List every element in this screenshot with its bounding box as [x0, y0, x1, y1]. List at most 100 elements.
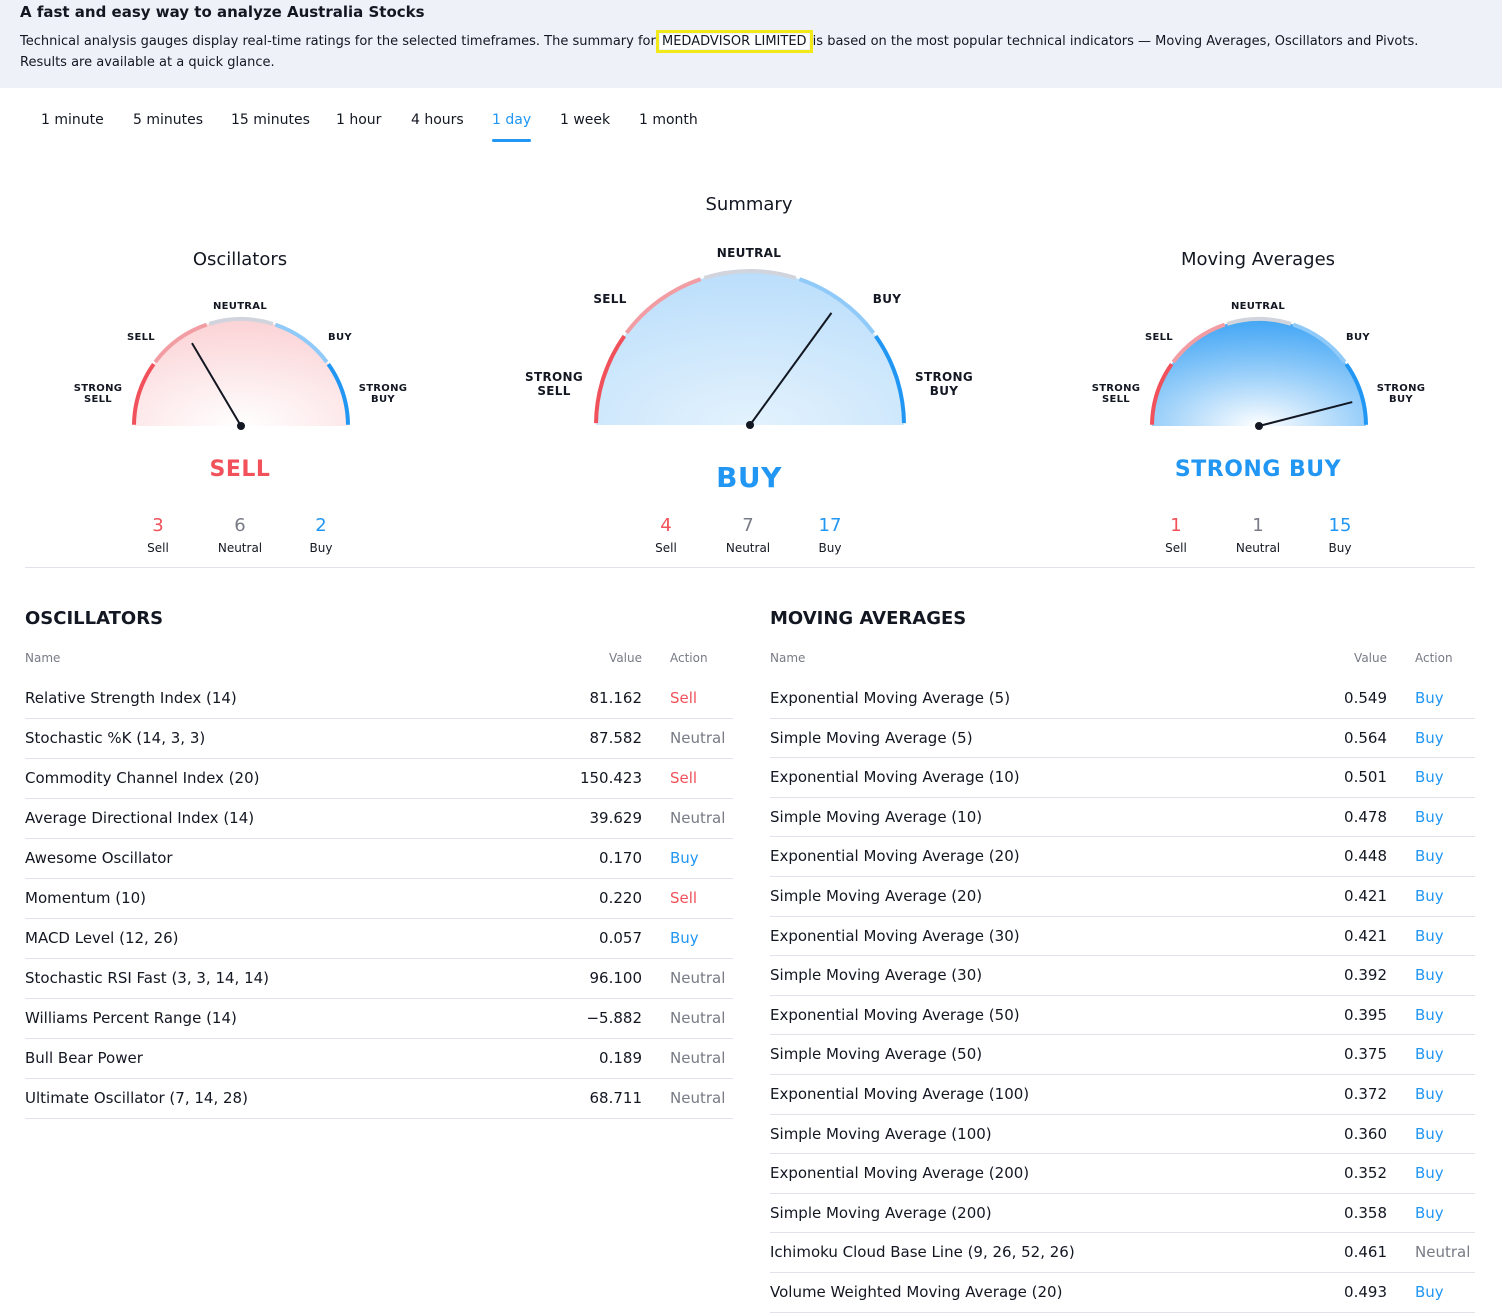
osc-header-name: Name [25, 651, 61, 665]
indicator-action: Sell [670, 689, 698, 707]
indicator-action: Neutral [670, 729, 726, 747]
moving-averages-needle-pivot [1255, 422, 1263, 430]
table-row: Simple Moving Average (30) 0.392 Buy [770, 956, 1475, 996]
tab-15-minutes[interactable]: 15 minutes [231, 112, 310, 128]
moving-averages-buy-count: 15 [1328, 515, 1352, 536]
table-row: Exponential Moving Average (10) 0.501 Buy [770, 758, 1475, 798]
table-row: Bull Bear Power 0.189 Neutral [25, 1039, 733, 1079]
indicator-action: Buy [1415, 1084, 1444, 1103]
summary-label-strong-buy: STRONG BUY [915, 370, 973, 398]
indicator-value: 0.549 [1344, 689, 1387, 707]
oscillators-arc-neutral [208, 317, 274, 326]
tab-4-hours[interactable]: 4 hours [411, 112, 464, 128]
moving-averages-table-title: MOVING AVERAGES [770, 608, 967, 629]
indicator-value: 0.375 [1344, 1045, 1387, 1064]
indicator-value: 0.220 [599, 889, 642, 907]
indicator-action: Buy [670, 849, 699, 867]
ma-label-sell: SELL [1145, 332, 1173, 343]
indicator-value: 0.392 [1344, 966, 1387, 985]
table-row: Exponential Moving Average (200) 0.352 Buy [770, 1154, 1475, 1194]
tab-1-minute[interactable]: 1 minute [41, 112, 104, 128]
banner-description: Technical analysis gauges display real-t… [20, 30, 1460, 73]
table-row: Commodity Channel Index (20) 150.423 Sell [25, 759, 733, 799]
indicator-value: 0.421 [1344, 886, 1387, 905]
moving-averages-neutral-count: 1 [1252, 515, 1264, 536]
indicator-value: 0.448 [1344, 847, 1387, 866]
table-row: Simple Moving Average (50) 0.375 Buy [770, 1035, 1475, 1075]
indicator-value: 0.395 [1344, 1005, 1387, 1024]
indicator-action: Buy [1415, 689, 1444, 707]
oscillators-neutral-count: 6 [234, 515, 246, 536]
oscillators-gauge-title: Oscillators [192, 249, 288, 270]
table-row: Simple Moving Average (100) 0.360 Buy [770, 1115, 1475, 1155]
summary-arc-neutral [703, 269, 797, 280]
table-row: Relative Strength Index (14) 81.162 Sell [25, 679, 733, 719]
indicator-action: Buy [1415, 1164, 1444, 1183]
ma-header-action: Action [1415, 651, 1453, 665]
indicator-value: 0.360 [1344, 1124, 1387, 1143]
indicator-name: Volume Weighted Moving Average (20) [770, 1282, 1063, 1301]
tab-5-minutes[interactable]: 5 minutes [133, 112, 204, 128]
indicator-name: Ultimate Oscillator (7, 14, 28) [25, 1089, 248, 1107]
oscillators-arc-buy [274, 322, 329, 364]
indicator-name: Exponential Moving Average (10) [770, 768, 1020, 787]
moving-averages-neutral-label: Neutral [1235, 541, 1281, 555]
indicator-action: Buy [1415, 966, 1444, 985]
tab-1-hour[interactable]: 1 hour [336, 112, 382, 128]
moving-averages-arc-buy [1292, 322, 1347, 364]
tab-1-day[interactable]: 1 day [492, 112, 532, 144]
indicator-name: Average Directional Index (14) [25, 809, 255, 827]
tab-1-week[interactable]: 1 week [560, 112, 611, 128]
osc-label-strong-sell: STRONG SELL [73, 383, 123, 405]
table-row: Momentum (10) 0.220 Sell [25, 879, 733, 919]
table-row: Stochastic %K (14, 3, 3) 87.582 Neutral [25, 719, 733, 759]
indicator-action: Buy [1415, 847, 1444, 866]
summary-needle [749, 312, 833, 426]
summary-buy-label: Buy [818, 541, 842, 555]
oscillators-neutral-label: Neutral [217, 541, 263, 555]
indicator-name: Simple Moving Average (100) [770, 1124, 992, 1143]
oscillators-needle-pivot [237, 422, 245, 430]
moving-averages-gauge-fill [1152, 319, 1366, 426]
moving-averages-needle [1258, 401, 1353, 427]
ma-label-buy: BUY [1346, 332, 1370, 343]
summary-gauge-fill [596, 271, 904, 425]
indicator-value: 150.423 [579, 769, 642, 787]
indicator-name: Exponential Moving Average (20) [770, 847, 1020, 866]
indicator-action: Buy [1415, 768, 1444, 787]
tab-1-month[interactable]: 1 month [639, 112, 698, 128]
osc-label-neutral: NEUTRAL [212, 301, 268, 312]
table-row: Ichimoku Cloud Base Line (9, 26, 52, 26)… [770, 1233, 1475, 1273]
table-row: Stochastic RSI Fast (3, 3, 14, 14) 96.100… [25, 959, 733, 999]
oscillators-gauge-dial [132, 317, 350, 430]
table-row: Simple Moving Average (5) 0.564 Buy [770, 719, 1475, 759]
summary-label-strong-sell: STRONG SELL [525, 370, 583, 398]
indicator-value: 68.711 [589, 1089, 643, 1107]
indicator-action: Neutral [670, 1009, 726, 1027]
osc-header-value: Value [609, 651, 642, 665]
indicator-action: Buy [1415, 886, 1444, 905]
indicator-name: Exponential Moving Average (200) [770, 1164, 1030, 1183]
indicator-value: 0.501 [1344, 768, 1387, 787]
summary-label-sell: SELL [593, 292, 627, 306]
indicator-name: Exponential Moving Average (100) [770, 1084, 1030, 1103]
moving-averages-verdict: STRONG BUY [1174, 457, 1342, 482]
summary-neutral-label: Neutral [725, 541, 771, 555]
summary-label-buy: BUY [872, 292, 902, 306]
ma-header-name: Name [770, 651, 806, 665]
osc-label-buy: BUY [328, 332, 352, 343]
summary-arc-sell [624, 277, 702, 335]
table-row: Williams Percent Range (14) −5.882 Neutral [25, 999, 733, 1039]
oscillators-table: Relative Strength Index (14) 81.162 Sell St… [25, 679, 733, 1119]
oscillators-sell-label: Sell [147, 541, 169, 555]
indicator-value: 0.189 [599, 1049, 642, 1067]
summary-label-neutral: NEUTRAL [716, 246, 782, 260]
indicator-name: Stochastic RSI Fast (3, 3, 14, 14) [25, 969, 270, 987]
oscillators-gauge-fill [134, 319, 348, 426]
indicator-name: Simple Moving Average (30) [770, 966, 983, 985]
moving-averages-arc-strong-buy [1344, 362, 1368, 425]
summary-arc-buy [798, 277, 876, 335]
indicator-name: Williams Percent Range (14) [25, 1009, 237, 1027]
indicator-value: 96.100 [589, 969, 643, 987]
indicator-value: −5.882 [586, 1009, 642, 1027]
